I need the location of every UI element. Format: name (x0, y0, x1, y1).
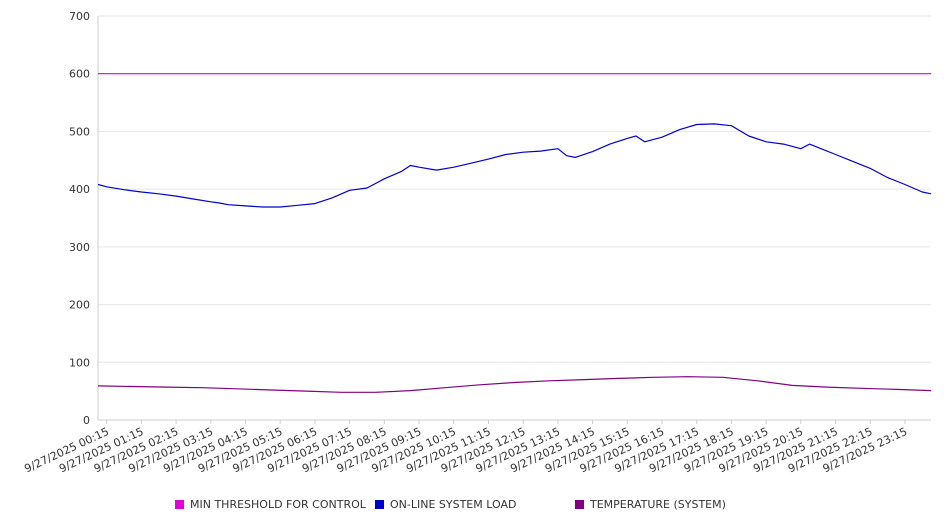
y-tick-label: 600 (69, 68, 90, 81)
series-lines (97, 73, 932, 393)
y-tick-label: 100 (69, 356, 90, 369)
online-system-load-line (97, 123, 932, 208)
y-tick-label: 500 (69, 125, 90, 138)
y-tick-label: 700 (69, 10, 90, 23)
legend-label-min-threshold: MIN THRESHOLD FOR CONTROL (190, 498, 366, 511)
y-tick-label: 0 (83, 414, 90, 427)
legend-item-min-threshold[interactable]: MIN THRESHOLD FOR CONTROL (175, 498, 366, 511)
y-tick-label: 400 (69, 183, 90, 196)
legend-swatch-online-load (375, 500, 384, 509)
legend-label-temperature: TEMPERATURE (SYSTEM) (590, 498, 726, 511)
legend-swatch-min-threshold (175, 500, 184, 509)
grid-lines (98, 15, 931, 421)
x-axis-ticks: 9/27/2025 00:159/27/2025 01:159/27/2025 … (22, 420, 909, 475)
y-tick-label: 200 (69, 299, 90, 312)
legend: MIN THRESHOLD FOR CONTROL ON-LINE SYSTEM… (175, 498, 935, 514)
y-axis-ticks: 0 100 200 300 400 500 600 700 (69, 10, 90, 427)
legend-item-temperature[interactable]: TEMPERATURE (SYSTEM) (575, 498, 726, 511)
legend-label-online-load: ON-LINE SYSTEM LOAD (390, 498, 517, 511)
temperature-line (97, 376, 932, 393)
legend-item-online-load[interactable]: ON-LINE SYSTEM LOAD (375, 498, 516, 511)
legend-swatch-temperature (575, 500, 584, 509)
y-tick-label: 300 (69, 241, 90, 254)
